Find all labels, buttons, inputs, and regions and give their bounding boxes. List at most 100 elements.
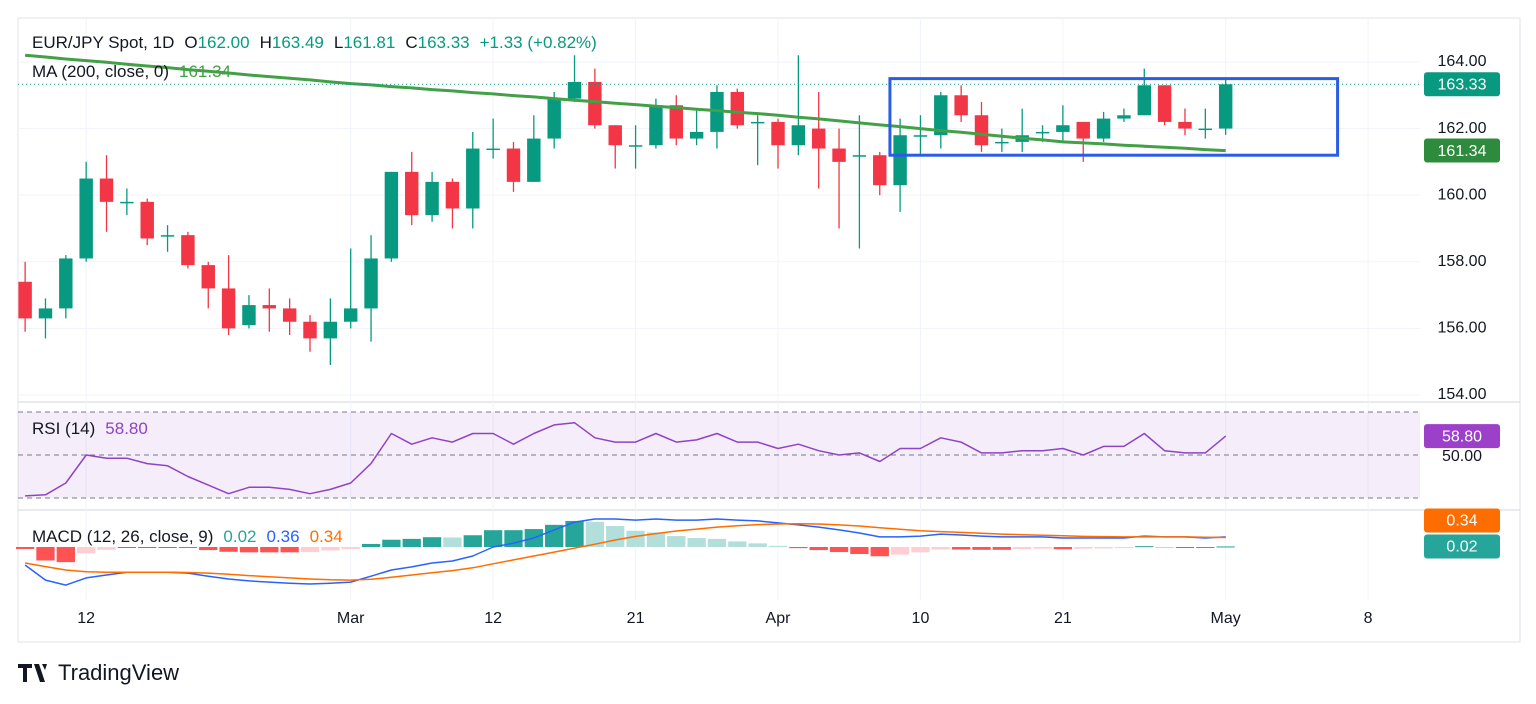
candle-body bbox=[547, 98, 561, 139]
macd-histogram-bar bbox=[219, 547, 238, 552]
macd-signal-label-bg bbox=[1424, 508, 1500, 533]
candle-body bbox=[811, 128, 826, 149]
macd-histogram-bar bbox=[1094, 547, 1113, 549]
ma-price-label: 161.34 bbox=[1424, 138, 1500, 163]
ohlc-value: 162.00 bbox=[198, 33, 250, 52]
macd-histogram-bar bbox=[300, 547, 320, 553]
candle-body bbox=[832, 148, 846, 162]
macd-histogram-bar bbox=[382, 539, 401, 548]
candle-body bbox=[364, 258, 378, 309]
ma-price-label-bg bbox=[1424, 138, 1500, 163]
candle-body bbox=[1096, 118, 1111, 139]
candle-body bbox=[445, 181, 460, 209]
candle-body bbox=[140, 201, 154, 239]
macd-histogram-bar bbox=[1155, 547, 1174, 549]
candle-body bbox=[18, 281, 32, 319]
candle-body bbox=[405, 171, 419, 216]
candle-body bbox=[689, 131, 704, 139]
macd-histogram-bar bbox=[768, 545, 788, 548]
macd-histogram-bar bbox=[199, 547, 218, 551]
macd-histogram-bar bbox=[361, 543, 381, 548]
macd-hist-label-bg bbox=[1424, 534, 1500, 559]
macd-signal-label: 0.34 bbox=[1424, 508, 1500, 533]
macd-histogram-bar bbox=[707, 538, 727, 548]
candle-body bbox=[79, 178, 93, 259]
candle-body bbox=[282, 308, 297, 322]
ohlc-key: O bbox=[184, 33, 197, 52]
candle-body bbox=[628, 145, 643, 147]
candle-body bbox=[995, 141, 1009, 144]
candle-body bbox=[527, 138, 541, 182]
y-tick-label: 158.00 bbox=[1438, 253, 1487, 270]
candle-body bbox=[771, 121, 785, 146]
candle-body bbox=[160, 235, 175, 237]
signal-value: 0.34 bbox=[310, 527, 343, 546]
ohlc-value: 161.81 bbox=[343, 33, 395, 52]
macd-histogram-bar bbox=[545, 524, 564, 548]
macd-value: 0.36 bbox=[267, 527, 300, 546]
macd-histogram-bar bbox=[260, 547, 279, 553]
candle-body bbox=[873, 155, 887, 186]
macd-histogram-bar bbox=[321, 547, 340, 551]
y-tick-label: 160.00 bbox=[1438, 186, 1487, 203]
macd-histogram-bar bbox=[748, 543, 767, 548]
last-price-label-text: 163.33 bbox=[1438, 76, 1487, 93]
macd-histogram-bar bbox=[463, 535, 482, 548]
candle-body bbox=[323, 321, 338, 339]
candle-body bbox=[242, 305, 256, 326]
macd-histogram-bar bbox=[850, 547, 869, 555]
macd-hist-label-text: 0.02 bbox=[1446, 539, 1477, 556]
candle-body bbox=[38, 308, 53, 319]
macd-histogram-bar bbox=[606, 525, 625, 548]
candle-body bbox=[201, 265, 215, 289]
candle-body bbox=[1178, 121, 1192, 129]
candle-body bbox=[913, 135, 928, 137]
x-tick-label: 8 bbox=[1364, 610, 1373, 627]
macd-histogram-bar bbox=[138, 547, 157, 549]
macd-histogram-bar bbox=[789, 547, 808, 549]
macd-histogram-bar bbox=[728, 541, 747, 548]
macd-histogram-bar bbox=[911, 547, 930, 553]
macd-histogram-bar bbox=[504, 530, 523, 548]
macd-histogram-bar bbox=[443, 537, 462, 548]
macd-histogram-bar bbox=[951, 547, 971, 550]
rsi-name: RSI (14) bbox=[32, 419, 95, 438]
ohlc-key: L bbox=[334, 33, 343, 52]
macd-histogram-bar bbox=[687, 538, 706, 548]
macd-histogram-bar bbox=[36, 547, 55, 561]
macd-histogram-bar bbox=[1196, 547, 1215, 549]
macd-histogram-bar bbox=[239, 547, 259, 553]
macd-histogram-bar bbox=[1175, 547, 1195, 549]
brand-logo: TradingView bbox=[18, 660, 179, 685]
legend: EUR/JPY Spot, 1D O162.00 H163.49 L161.81 C16… bbox=[32, 33, 597, 52]
macd-histogram-bar bbox=[117, 547, 137, 549]
candle-body bbox=[181, 235, 195, 266]
macd-histogram-bar bbox=[646, 532, 666, 548]
macd-histogram-bar bbox=[422, 537, 442, 548]
y-tick-label: 164.00 bbox=[1438, 53, 1487, 70]
ohlc-value: 163.33 bbox=[418, 33, 470, 52]
candle-body bbox=[1076, 121, 1090, 139]
macd-histogram-bar bbox=[1053, 547, 1073, 550]
macd-histogram-bar bbox=[97, 547, 116, 550]
last-price-label-bg bbox=[1424, 72, 1500, 97]
macd-histogram-bar bbox=[890, 547, 910, 555]
macd-histogram-bar bbox=[15, 547, 35, 549]
change: +1.33 (+0.82%) bbox=[480, 33, 597, 52]
candle-body bbox=[1056, 125, 1070, 132]
x-tick-label: 12 bbox=[77, 610, 95, 627]
candle-body bbox=[221, 288, 236, 329]
x-tick-label: 21 bbox=[627, 610, 645, 627]
macd-histogram-bar bbox=[1114, 547, 1134, 549]
candle-body bbox=[99, 178, 114, 202]
frame bbox=[17, 17, 1521, 643]
macd-histogram-bar bbox=[483, 530, 503, 548]
candle-body bbox=[567, 81, 582, 99]
x-tick-label: May bbox=[1211, 610, 1241, 627]
candle-body bbox=[486, 148, 500, 151]
macd-histogram-bar bbox=[829, 547, 849, 553]
rsi-value: 58.80 bbox=[105, 419, 148, 438]
candle-body bbox=[59, 258, 73, 309]
macd-name: MACD (12, 26, close, 9) bbox=[32, 527, 213, 546]
